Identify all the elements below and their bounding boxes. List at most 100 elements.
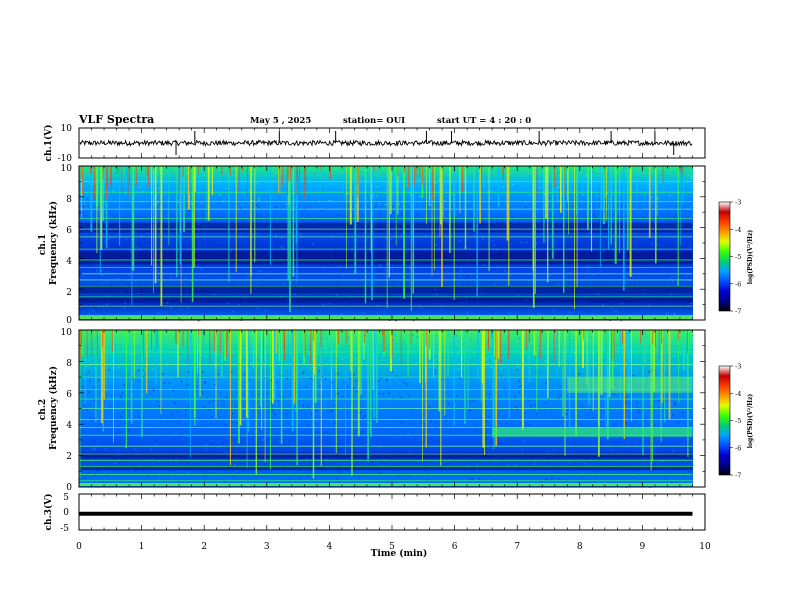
spectrogram-pixel [97, 379, 100, 382]
spectrogram-pixel [167, 475, 170, 477]
spectrogram-pixel [586, 458, 588, 460]
spectrogram-pixel [417, 460, 419, 462]
spectrogram-pixel [676, 422, 678, 425]
spectrogram-pixel [91, 442, 93, 444]
spectrogram-pixel [539, 414, 541, 417]
spectrogram-band [79, 285, 693, 294]
spectrogram-pixel [474, 309, 477, 311]
spectrogram-pixel [178, 270, 180, 272]
spectrogram-pixel [115, 362, 117, 364]
spectrogram-pixel [424, 423, 427, 425]
spectrogram-pixel [351, 248, 353, 251]
spectrogram-pixel [329, 176, 331, 179]
spectrogram-pixel [392, 339, 394, 341]
spectrogram-pixel [268, 277, 270, 279]
spectrogram-pixel [119, 178, 121, 180]
spectrogram-pixel [293, 431, 295, 433]
spectrogram-pixel [120, 397, 123, 400]
spectrogram-pixel [109, 405, 112, 407]
spectrogram-pixel [569, 309, 571, 311]
spectrogram-pixel [148, 417, 151, 419]
spectrogram-pixel [371, 422, 373, 424]
spectrogram-pixel [172, 360, 175, 363]
spectrogram-pixel [403, 342, 406, 344]
spectrogram-pixel [529, 273, 531, 276]
spectrogram-pixel [516, 408, 519, 411]
spectrogram-pixel [652, 242, 654, 245]
spectrogram-pixel [680, 353, 682, 355]
spectrogram-pixel [511, 167, 513, 170]
spectrogram-pixel [136, 405, 138, 407]
spectrogram-pixel [196, 189, 199, 192]
spectrogram-pixel [108, 369, 110, 371]
spectrogram-pixel [158, 187, 160, 190]
spectrogram-pixel [396, 375, 398, 377]
colorbar-tick-label: -6 [735, 444, 741, 452]
spectrogram-pixel [373, 417, 375, 419]
spectrogram-pixel [414, 335, 416, 337]
spectrogram-pixel [421, 273, 423, 275]
spectrogram-pixel [114, 311, 116, 314]
spectrogram-pixel [81, 232, 84, 234]
spectrogram-pixel [399, 391, 401, 393]
spectrogram-pixel [323, 462, 325, 465]
spectrogram-pixel [632, 478, 634, 481]
ch1-waveform-ticks [78, 128, 706, 158]
spectrogram-pixel [145, 307, 148, 310]
spectrogram-pixel [488, 397, 490, 399]
spectrogram-pixel [429, 366, 431, 368]
spectrogram-pixel [169, 461, 171, 464]
spectrogram-pixel [307, 303, 310, 306]
spectrogram-pixel [377, 380, 380, 382]
spectrogram-pixel [232, 311, 234, 313]
spectrogram-pixel [385, 379, 388, 381]
spectrogram-pixel [178, 201, 180, 204]
spectrogram-pixel [529, 170, 531, 172]
spectrogram-pixel [310, 377, 312, 380]
spectrogram-pixel [143, 367, 146, 369]
spectrogram-pixel [525, 444, 527, 447]
spectrogram-pixel [441, 356, 443, 359]
spectrogram-pixel [408, 350, 410, 352]
spectrogram-pixel [166, 280, 169, 282]
spectrogram-pixel [489, 182, 491, 185]
spectrogram-pixel [658, 399, 661, 401]
spectrogram-pixel [538, 356, 540, 358]
spectrogram-pixel [301, 458, 303, 460]
spectrogram-pixel [300, 234, 303, 236]
spectrogram-pixel [186, 172, 188, 175]
spectrogram-pixel [80, 391, 83, 393]
spectrogram-pixel [254, 431, 256, 433]
spectrogram-pixel [127, 282, 129, 284]
spectrogram-pixel [674, 313, 677, 315]
spectrogram-pixel [135, 280, 137, 282]
spectrogram-pixel [692, 176, 694, 179]
spectrogram-pixel [334, 169, 337, 171]
spectrogram-pixel [281, 424, 284, 427]
spectrogram-pixel [673, 313, 675, 315]
spectrogram-pixel [199, 244, 201, 246]
spectrogram-pixel [163, 333, 165, 335]
spectrogram-pixel [583, 306, 586, 309]
colorbar-tick-label: -3 [735, 199, 741, 207]
spectrogram-pixel [401, 212, 403, 214]
spectrogram-pixel [157, 272, 160, 274]
spectrogram-pixel [299, 361, 301, 363]
spectrogram-pixel [342, 395, 344, 398]
spectrogram-pixel [595, 237, 597, 239]
spectrogram-pixel [323, 166, 325, 168]
spectrogram-pixel [196, 379, 199, 382]
spectrogram-pixel [221, 394, 223, 396]
spectrogram-pixel [673, 311, 676, 313]
spectrogram-pixel [542, 410, 544, 413]
spectrogram-pixel [664, 477, 666, 479]
spectrogram-pixel [506, 336, 508, 339]
spectrogram-pixel [147, 232, 149, 234]
spectrogram-pixel [286, 267, 289, 270]
spectrogram-pixel [386, 450, 389, 452]
spectrogram-pixel [380, 471, 382, 474]
spectrogram-pixel [89, 333, 91, 335]
spectrogram-pixel [435, 182, 437, 184]
spectrogram-pixel [613, 393, 615, 395]
spectrogram-pixel [172, 275, 174, 277]
